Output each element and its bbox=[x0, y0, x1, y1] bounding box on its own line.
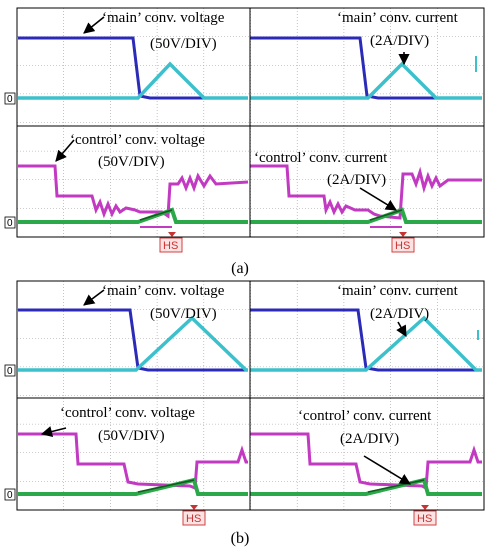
label-control-voltage-a: ‘control’ conv. voltage bbox=[70, 132, 205, 148]
hs-marker-label: HS bbox=[417, 513, 432, 525]
label-main-current-b: ‘main’ conv. current bbox=[337, 283, 459, 299]
trace-main-current-b-right bbox=[250, 315, 482, 372]
figure-part-b: 0 0 ‘main’ conv. voltage (50V/DIV) ‘main… bbox=[4, 280, 485, 547]
hs-pointer-icon bbox=[168, 232, 176, 237]
trace-main-voltage-a-right bbox=[250, 36, 482, 100]
caption-b: (b) bbox=[231, 530, 250, 547]
label-control-current-a: ‘control’ conv. current bbox=[254, 150, 388, 166]
scale-main-current-a: (2A/DIV) bbox=[370, 33, 429, 49]
zero-marker-box bbox=[4, 216, 16, 229]
hs-pointer-icon bbox=[190, 505, 198, 510]
scale-main-voltage-b: (50V/DIV) bbox=[150, 306, 217, 322]
hs-marker-box bbox=[159, 237, 183, 253]
zero-marker-label: 0 bbox=[7, 94, 13, 105]
label-main-voltage-b: ‘main’ conv. voltage bbox=[102, 283, 225, 299]
label-main-current-a: ‘main’ conv. current bbox=[337, 10, 459, 26]
trace-control-current-a-dark bbox=[139, 209, 403, 221]
zero-marker-label: 0 bbox=[7, 366, 13, 377]
trace-main-current-b bbox=[18, 315, 248, 372]
arrow-control-current-b bbox=[363, 455, 411, 485]
hs-marker-label: HS bbox=[163, 240, 178, 252]
arrow-main-voltage-b bbox=[83, 289, 105, 306]
hs-marker-box bbox=[391, 237, 415, 253]
label-control-current-b: ‘control’ conv. current bbox=[298, 408, 432, 424]
trace-control-current-a bbox=[18, 207, 248, 224]
waveforms-b bbox=[18, 308, 482, 496]
scale-control-voltage-b: (50V/DIV) bbox=[98, 428, 165, 444]
caption-a: (a) bbox=[231, 260, 249, 277]
trace-control-voltage-a bbox=[18, 164, 249, 219]
label-main-voltage-a: ‘main’ conv. voltage bbox=[102, 10, 225, 26]
zero-marker-box bbox=[4, 364, 16, 377]
label-control-voltage-b: ‘control’ conv. voltage bbox=[60, 405, 195, 421]
trace-control-voltage-b-right bbox=[250, 432, 482, 491]
scale-control-voltage-a: (50V/DIV) bbox=[98, 154, 165, 170]
waveforms-a bbox=[18, 36, 482, 228]
arrow-control-voltage-b bbox=[40, 426, 67, 437]
hs-marker-box bbox=[413, 510, 437, 526]
arrow-main-voltage-a bbox=[83, 16, 105, 34]
hs-marker-label: HS bbox=[395, 240, 410, 252]
arrow-control-voltage-a bbox=[55, 139, 75, 162]
trace-control-current-a-right bbox=[250, 207, 482, 224]
scale-main-current-b: (2A/DIV) bbox=[370, 306, 429, 322]
hs-marker-box bbox=[182, 510, 206, 526]
scale-control-current-b: (2A/DIV) bbox=[340, 431, 399, 447]
zero-marker-box bbox=[4, 92, 16, 105]
hs-pointer-icon bbox=[421, 505, 429, 510]
zero-marker-label: 0 bbox=[7, 490, 13, 501]
zero-marker-box bbox=[4, 488, 16, 501]
trace-control-voltage-b bbox=[18, 432, 248, 491]
arrow-main-current-b bbox=[396, 321, 407, 337]
scale-control-current-a: (2A/DIV) bbox=[327, 172, 386, 188]
hs-pointer-icon bbox=[399, 232, 407, 237]
scale-main-voltage-a: (50V/DIV) bbox=[150, 36, 217, 52]
zero-marker-label: 0 bbox=[7, 218, 13, 229]
hs-marker-label: HS bbox=[186, 513, 201, 525]
trace-main-current-a bbox=[18, 61, 248, 100]
trace-control-current-b-dark bbox=[137, 479, 425, 493]
trace-control-voltage-a-right bbox=[250, 164, 482, 220]
figure-part-a: 0 0 ‘main’ conv. voltage (50V/DIV) ‘main… bbox=[4, 7, 485, 277]
arrow-control-current-a bbox=[359, 187, 397, 211]
